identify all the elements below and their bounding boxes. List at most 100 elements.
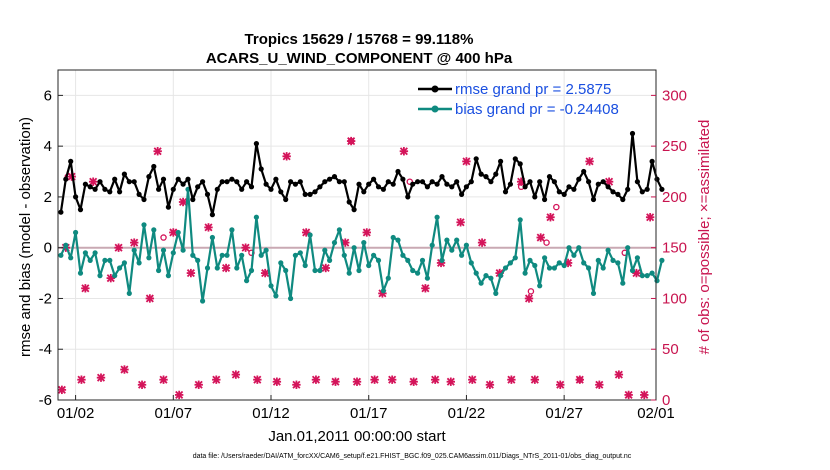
- bias-point: [87, 257, 93, 263]
- bias-point: [97, 273, 103, 279]
- y-tick-label: 4: [44, 138, 52, 155]
- obs-assimilated-marker: [468, 375, 477, 384]
- bias-point: [322, 247, 328, 253]
- bias-point: [576, 245, 582, 251]
- bias-point: [253, 214, 259, 220]
- bias-point: [58, 252, 64, 258]
- bias-point: [302, 262, 308, 269]
- obs-assimilated-marker: [96, 373, 106, 382]
- legend: rmse grand pr = 2.5875 bias grand pr = -…: [418, 81, 619, 118]
- rmse-point: [283, 196, 289, 203]
- bias-point: [419, 257, 426, 263]
- rmse-point: [77, 207, 84, 213]
- obs-assimilated-marker: [477, 238, 487, 247]
- rmse-point: [268, 186, 274, 192]
- rmse-point: [204, 191, 211, 197]
- y-right-tick-label: 0: [662, 392, 670, 409]
- bias-point: [473, 270, 479, 276]
- rmse-point: [595, 181, 601, 187]
- bias-point: [63, 242, 69, 248]
- obs-assimilated-marker: [640, 390, 649, 400]
- rmse-point: [586, 179, 592, 185]
- rmse-point: [483, 174, 489, 180]
- obs-assimilated-marker: [430, 375, 440, 384]
- bias-point: [136, 260, 142, 266]
- rmse-point: [219, 179, 225, 185]
- rmse-point: [375, 184, 382, 190]
- bias-point: [175, 229, 181, 236]
- rmse-point: [302, 191, 308, 197]
- bias-point: [454, 237, 460, 243]
- rmse-point: [576, 176, 582, 182]
- bias-point: [556, 260, 562, 266]
- rmse-point: [195, 184, 201, 190]
- rmse-point: [175, 176, 181, 182]
- x-axis-ticks: 01/02 01/07 01/12 01/17 01/22 01/27 02/01: [57, 395, 675, 422]
- rmse-point: [527, 179, 533, 185]
- rmse-point: [385, 179, 391, 185]
- rmse-point: [278, 189, 284, 195]
- y-tick-label: -2: [39, 290, 52, 307]
- bias-point: [507, 260, 513, 266]
- bias-point: [483, 273, 489, 279]
- bias-point: [292, 252, 298, 258]
- bias-point: [92, 250, 98, 256]
- bias-point: [209, 234, 215, 241]
- obs-possible-marker: [160, 234, 167, 241]
- bias-point: [459, 252, 465, 258]
- rmse-point: [415, 179, 421, 185]
- bias-point: [498, 273, 504, 279]
- bias-point: [659, 257, 665, 263]
- bias-point: [366, 262, 372, 269]
- rmse-point: [502, 189, 509, 195]
- rmse-point: [58, 209, 64, 215]
- bias-point: [468, 260, 474, 266]
- rmse-point: [366, 181, 372, 187]
- obs-assimilated-marker: [645, 213, 655, 222]
- bias-point: [146, 255, 152, 261]
- obs-assimilated-marker: [575, 375, 584, 384]
- rmse-point: [273, 176, 279, 182]
- rmse-point: [170, 186, 176, 192]
- rmse-point: [239, 186, 245, 192]
- x-tick-label: 01/02: [57, 405, 95, 422]
- obs-assimilated-marker: [77, 375, 86, 384]
- legend-bias-marker: [431, 105, 439, 113]
- rmse-point: [444, 181, 450, 187]
- rmse-point: [327, 176, 333, 182]
- bias-point: [415, 270, 421, 276]
- y-tick-label: -4: [39, 341, 52, 358]
- rmse-point: [649, 158, 655, 164]
- bias-point: [317, 267, 323, 274]
- rmse-point: [263, 181, 269, 187]
- obs-assimilated-marker: [331, 377, 340, 386]
- obs-assimilated-marker: [159, 375, 168, 384]
- obs-assimilated-marker: [221, 263, 231, 273]
- rmse-point: [224, 179, 230, 185]
- bias-point: [615, 260, 621, 266]
- rmse-point: [639, 189, 645, 195]
- bias-point: [224, 252, 230, 258]
- bias-point: [625, 245, 631, 251]
- y-right-tick-label: 50: [662, 341, 679, 358]
- bias-point: [620, 280, 626, 286]
- obs-assimilated-marker: [282, 152, 291, 161]
- rmse-point: [600, 179, 606, 185]
- bias-point: [590, 290, 597, 296]
- rmse-point: [141, 196, 147, 203]
- bias-line: [59, 188, 663, 303]
- bias-point: [77, 270, 84, 276]
- bias-point: [595, 257, 601, 263]
- bias-point: [248, 267, 255, 274]
- rmse-point: [371, 176, 377, 182]
- obs-assimilated-marker: [409, 377, 418, 386]
- rmse-point: [590, 196, 597, 203]
- bias-point: [331, 240, 338, 246]
- x-tick-label: 01/27: [545, 405, 583, 422]
- bias-point: [629, 267, 636, 274]
- rmse-point: [244, 179, 250, 185]
- bias-point: [532, 262, 538, 269]
- obs-assimilated-marker: [614, 370, 624, 379]
- obs-assimilated-marker: [57, 385, 67, 395]
